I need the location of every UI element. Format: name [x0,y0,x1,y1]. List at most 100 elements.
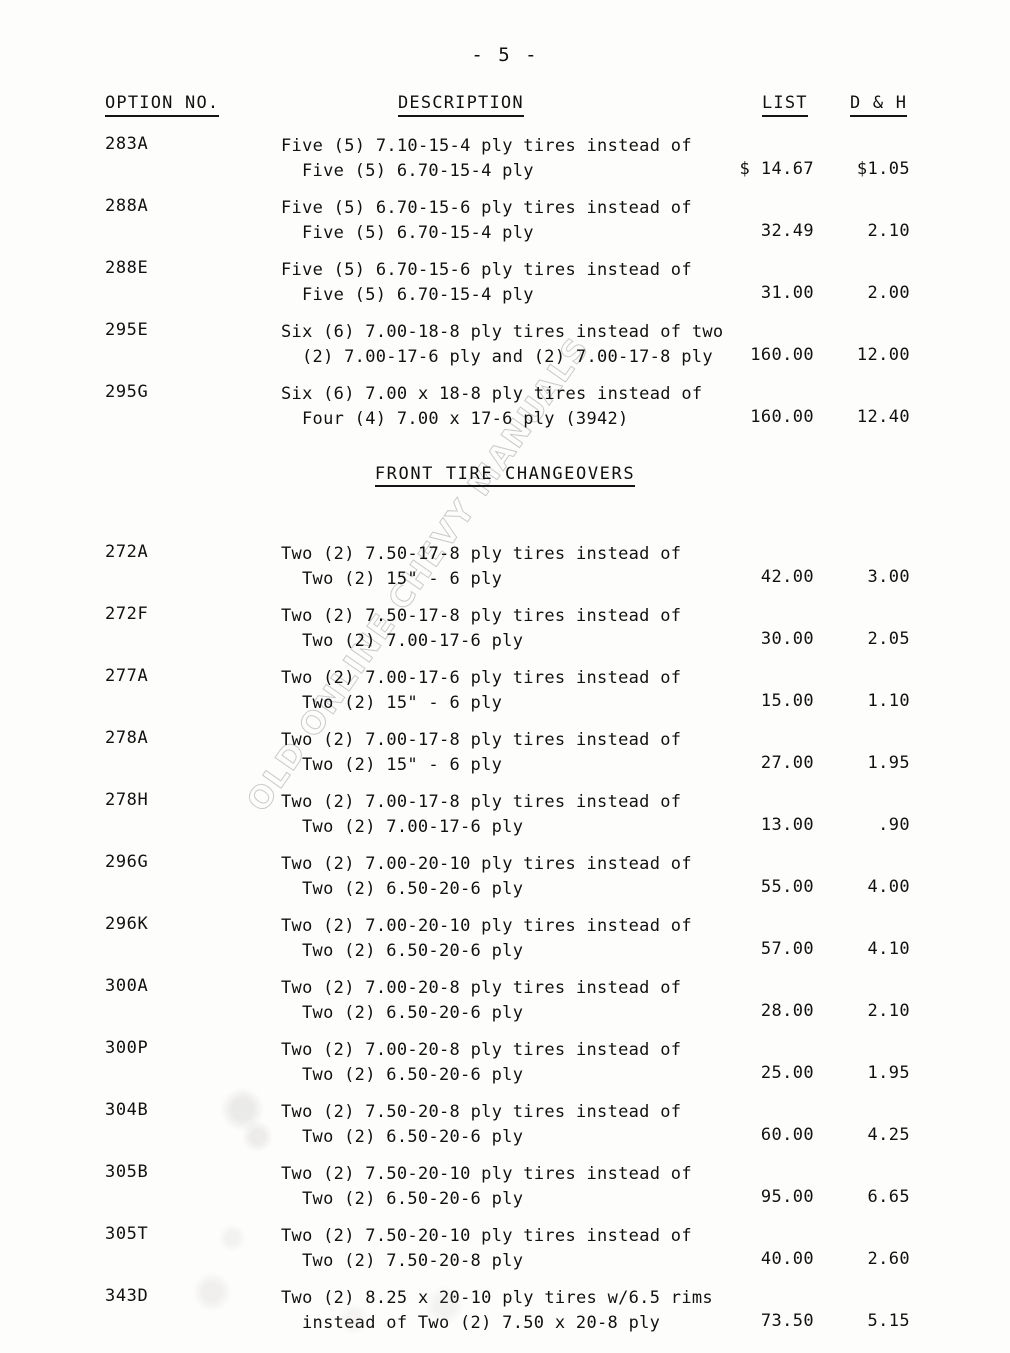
cell-option-no: 343D [105,1286,149,1306]
cell-description: Two (2) 7.50-17-8 ply tires instead of Tw… [281,542,741,592]
column-header-description: DESCRIPTION [398,93,524,117]
description-line-2: Two (2) 6.50-20-6 ply [302,1127,524,1147]
description-line-1: Six (6) 7.00-18-8 ply tires instead of t… [281,322,724,342]
cell-list-price: 25.00 [760,1063,814,1083]
description-line-1: Five (5) 6.70-15-6 ply tires instead of [281,198,692,218]
cell-list-price: 40.00 [760,1249,814,1269]
table-row: 296K Two (2) 7.00-20-10 ply tires instead… [0,914,1010,970]
description-line-1: Two (2) 7.00-20-8 ply tires instead of [281,978,682,998]
description-line-1: Two (2) 7.00-17-8 ply tires instead of [281,730,682,750]
cell-list-price: 73.50 [760,1311,814,1331]
description-line-2: instead of Two (2) 7.50 x 20-8 ply [302,1313,661,1333]
cell-description: Five (5) 7.10-15-4 ply tires instead of F… [281,134,741,184]
cell-dh-price: 3.00 [867,567,910,587]
cell-description: Two (2) 7.00-17-6 ply tires instead of Tw… [281,666,741,716]
table-row: 288A Five (5) 6.70-15-6 ply tires instead… [0,196,1010,252]
description-line-2: Two (2) 6.50-20-6 ply [302,1065,524,1085]
description-line-2: Two (2) 6.50-20-6 ply [302,941,524,961]
description-line-2: Four (4) 7.00 x 17-6 ply (3942) [302,409,629,429]
column-header-option-no: OPTION NO. [105,93,220,117]
description-line-1: Two (2) 7.00-17-8 ply tires instead of [281,792,682,812]
cell-dh-price: 6.65 [867,1187,910,1207]
description-line-1: Two (2) 7.00-20-8 ply tires instead of [281,1040,682,1060]
cell-dh-price: 1.95 [867,1063,910,1083]
section-heading-label: FRONT TIRE CHANGEOVERS [374,464,636,487]
description-line-1: Two (2) 7.50-20-10 ply tires instead of [281,1226,692,1246]
cell-dh-price: .90 [878,815,910,835]
cell-list-price: 32.49 [760,221,814,241]
cell-option-no: 278A [105,728,149,748]
cell-dh-price: 12.00 [856,345,910,365]
cell-description: Five (5) 6.70-15-6 ply tires instead of F… [281,258,741,308]
table-row: 304B Two (2) 7.50-20-8 ply tires instead … [0,1100,1010,1156]
cell-dh-price: 4.00 [867,877,910,897]
page-number: - 5 - [471,44,539,66]
table-row: 278H Two (2) 7.00-17-8 ply tires instead … [0,790,1010,846]
cell-dh-price: 1.10 [867,691,910,711]
table-row: 305T Two (2) 7.50-20-10 ply tires instead… [0,1224,1010,1280]
cell-list-price: 57.00 [760,939,814,959]
cell-list-price: 95.00 [760,1187,814,1207]
description-line-2: Two (2) 15" - 6 ply [302,693,503,713]
cell-option-no: 272A [105,542,149,562]
table-row: 295G Six (6) 7.00 x 18-8 ply tires instea… [0,382,1010,438]
cell-option-no: 305T [105,1224,149,1244]
description-line-1: Two (2) 7.50-20-8 ply tires instead of [281,1102,682,1122]
cell-list-price: 27.00 [760,753,814,773]
cell-option-no: 272F [105,604,149,624]
cell-option-no: 300P [105,1038,149,1058]
table-row: 283A Five (5) 7.10-15-4 ply tires instead… [0,134,1010,190]
cell-description: Six (6) 7.00 x 18-8 ply tires instead of… [281,382,741,432]
description-line-2: Two (2) 7.00-17-6 ply [302,817,524,837]
cell-option-no: 283A [105,134,149,154]
description-line-1: Two (2) 7.00-17-6 ply tires instead of [281,668,682,688]
cell-dh-price: 4.10 [867,939,910,959]
cell-description: Two (2) 7.50-20-10 ply tires instead of T… [281,1162,741,1212]
table-row: 277A Two (2) 7.00-17-6 ply tires instead … [0,666,1010,722]
description-line-2: Two (2) 7.50-20-8 ply [302,1251,524,1271]
table-row: 288E Five (5) 6.70-15-6 ply tires instead… [0,258,1010,314]
cell-description: Five (5) 6.70-15-6 ply tires instead of F… [281,196,741,246]
cell-list-price: 55.00 [760,877,814,897]
description-line-1: Two (2) 7.00-20-10 ply tires instead of [281,916,692,936]
table-header-row: OPTION NO. DESCRIPTION LIST D & H [0,93,1010,127]
description-line-1: Two (2) 7.50-17-8 ply tires instead of [281,606,682,626]
cell-option-no: 295E [105,320,149,340]
cell-dh-price: 5.15 [867,1311,910,1331]
cell-list-price: 160.00 [750,345,814,365]
table-row: 343D Two (2) 8.25 x 20-10 ply tires w/6.5… [0,1286,1010,1342]
cell-option-no: 288A [105,196,149,216]
cell-description: Two (2) 7.50-20-8 ply tires instead of Tw… [281,1100,741,1150]
cell-description: Two (2) 7.00-17-8 ply tires instead of Tw… [281,728,741,778]
description-line-2: Two (2) 6.50-20-6 ply [302,1189,524,1209]
description-line-2: Two (2) 7.00-17-6 ply [302,631,524,651]
cell-description: Two (2) 7.00-17-8 ply tires instead of Tw… [281,790,741,840]
table-row: 295E Six (6) 7.00-18-8 ply tires instead … [0,320,1010,376]
cell-list-price: 31.00 [760,283,814,303]
description-line-1: Six (6) 7.00 x 18-8 ply tires instead of [281,384,703,404]
cell-list-price: 60.00 [760,1125,814,1145]
cell-list-price: 28.00 [760,1001,814,1021]
cell-option-no: 277A [105,666,149,686]
cell-option-no: 278H [105,790,149,810]
cell-dh-price: 4.25 [867,1125,910,1145]
description-line-2: Two (2) 15" - 6 ply [302,755,503,775]
cell-option-no: 296G [105,852,149,872]
description-line-2: (2) 7.00-17-6 ply and (2) 7.00-17-8 ply [302,347,713,367]
section-heading: FRONT TIRE CHANGEOVERS [0,464,1010,487]
cell-option-no: 296K [105,914,149,934]
cell-option-no: 305B [105,1162,149,1182]
cell-list-price: 13.00 [760,815,814,835]
cell-dh-price: 12.40 [856,407,910,427]
description-line-2: Two (2) 6.50-20-6 ply [302,879,524,899]
cell-list-price: 15.00 [760,691,814,711]
cell-dh-price: $1.05 [856,159,910,179]
description-line-1: Two (2) 7.50-17-8 ply tires instead of [281,544,682,564]
description-line-2: Five (5) 6.70-15-4 ply [302,285,534,305]
cell-dh-price: 2.10 [867,221,910,241]
description-line-1: Five (5) 7.10-15-4 ply tires instead of [281,136,692,156]
cell-description: Two (2) 7.00-20-10 ply tires instead of T… [281,914,741,964]
table-row: 300P Two (2) 7.00-20-8 ply tires instead … [0,1038,1010,1094]
cell-dh-price: 1.95 [867,753,910,773]
cell-description: Two (2) 7.00-20-10 ply tires instead of T… [281,852,741,902]
